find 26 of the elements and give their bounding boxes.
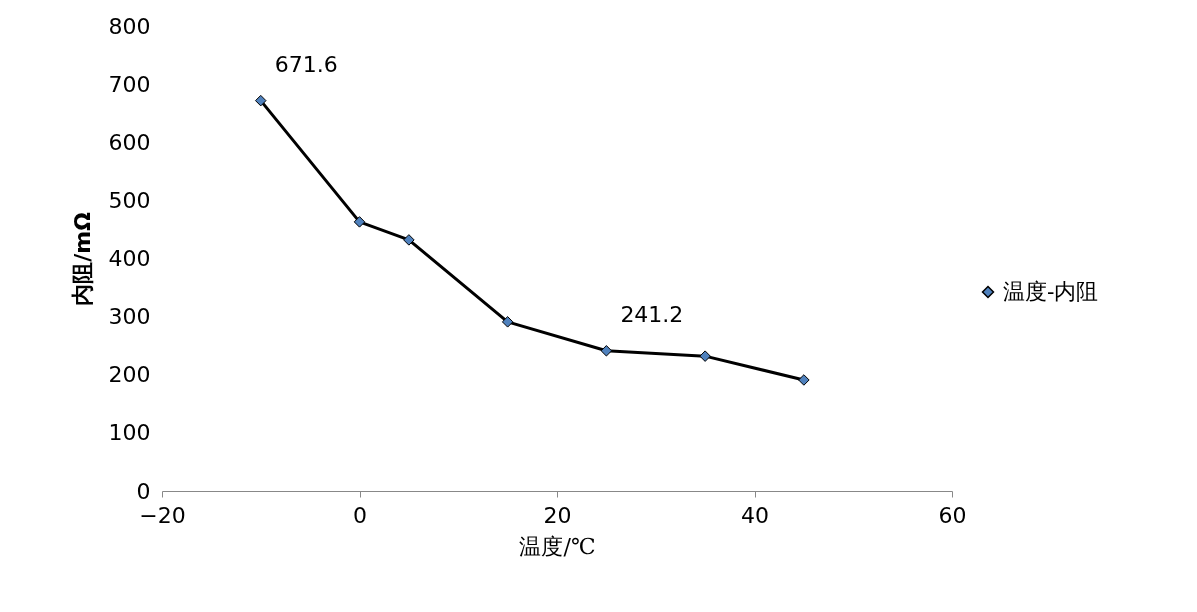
y-tick-label: 800	[108, 13, 151, 39]
y-axis-title: 内阻/mΩ	[69, 211, 95, 306]
y-tick-label: 300	[108, 304, 151, 330]
data-label: 671.6	[274, 51, 338, 77]
x-axis-title: 温度/℃	[519, 533, 596, 559]
point	[501, 316, 514, 328]
point	[353, 216, 366, 228]
y-tick-label: 600	[108, 129, 151, 155]
y-tick-label: 200	[108, 362, 151, 388]
y-tick-label: 400	[108, 246, 151, 271]
point	[699, 350, 711, 362]
legend-label: 温度-内阻	[1003, 279, 1099, 304]
y-tick-label: 700	[108, 71, 151, 97]
y-tick-label: 0	[136, 478, 151, 504]
x-tick-label: 0	[353, 502, 367, 528]
point	[255, 94, 267, 107]
x-tick-label: 60	[938, 502, 967, 528]
point	[403, 234, 415, 246]
x-tick-label: 20	[543, 502, 572, 528]
point	[798, 374, 810, 386]
x-tick-label: −20	[139, 502, 186, 528]
point	[600, 345, 613, 357]
data-label: 241.2	[620, 301, 684, 327]
y-tick-label: 500	[108, 187, 151, 213]
x-tick-label: 40	[741, 502, 769, 528]
y-tick-label: 100	[108, 420, 151, 446]
